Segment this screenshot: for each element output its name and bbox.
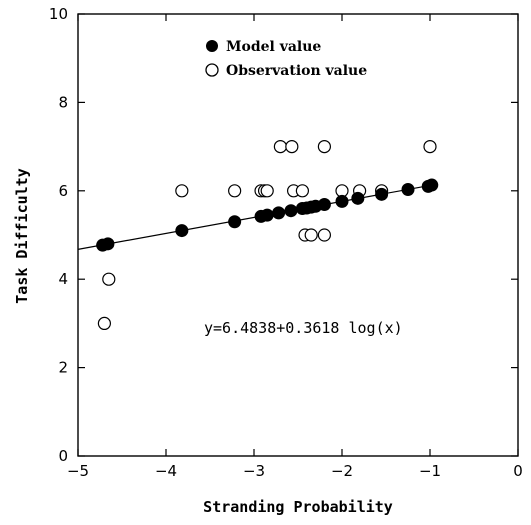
y-tick-label: 0 bbox=[58, 447, 68, 465]
model-point bbox=[335, 194, 349, 208]
x-tick-label: −2 bbox=[331, 462, 353, 480]
legend-label-observation: Observation value bbox=[226, 63, 367, 79]
legend-marker-observation bbox=[205, 63, 219, 77]
model-point bbox=[260, 208, 274, 222]
fit-line bbox=[77, 184, 431, 250]
x-tick-label: −5 bbox=[67, 462, 89, 480]
observation-point bbox=[273, 140, 287, 154]
observation-point bbox=[260, 184, 274, 198]
x-tick-label: 0 bbox=[513, 462, 523, 480]
observation-point bbox=[317, 140, 331, 154]
tick-labels: −5 −4 −3 −2 −1 0 0 2 4 6 8 10 bbox=[49, 5, 523, 480]
observation-point bbox=[295, 184, 309, 198]
model-point bbox=[284, 204, 298, 218]
model-point bbox=[317, 198, 331, 212]
observation-point bbox=[304, 228, 318, 242]
x-tick-label: −3 bbox=[243, 462, 265, 480]
x-tick-label: −1 bbox=[419, 462, 441, 480]
observation-point bbox=[97, 316, 112, 330]
observation-point bbox=[228, 184, 242, 198]
model-point bbox=[175, 224, 189, 238]
model-point bbox=[228, 215, 242, 229]
y-axis-title: Task Difficulty bbox=[13, 168, 31, 303]
model-point bbox=[375, 187, 389, 201]
observation-point bbox=[102, 272, 116, 286]
model-point bbox=[101, 237, 115, 251]
observation-point bbox=[175, 184, 189, 198]
observation-point bbox=[317, 228, 331, 242]
x-tick-label: −4 bbox=[155, 462, 177, 480]
y-tick-label: 6 bbox=[58, 182, 68, 200]
data-points bbox=[96, 140, 439, 330]
legend-marker-model bbox=[206, 40, 218, 52]
observation-point bbox=[423, 140, 437, 154]
y-tick-label: 4 bbox=[58, 270, 68, 288]
model-point bbox=[272, 206, 286, 220]
observation-point bbox=[285, 140, 299, 154]
y-tick-label: 8 bbox=[58, 93, 68, 111]
axis-ticks bbox=[77, 13, 519, 457]
legend-label-model: Model value bbox=[226, 39, 321, 55]
y-tick-label: 2 bbox=[58, 359, 68, 377]
x-axis-title: Stranding Probability bbox=[203, 498, 393, 516]
legend: Model value Observation value bbox=[205, 39, 367, 79]
model-point bbox=[401, 182, 415, 196]
plot-frame bbox=[77, 13, 519, 457]
model-point bbox=[351, 191, 365, 205]
model-point bbox=[425, 178, 439, 192]
y-tick-label: 10 bbox=[49, 5, 68, 23]
fit-equation: y=6.4838+0.3618 log(x) bbox=[204, 319, 403, 337]
